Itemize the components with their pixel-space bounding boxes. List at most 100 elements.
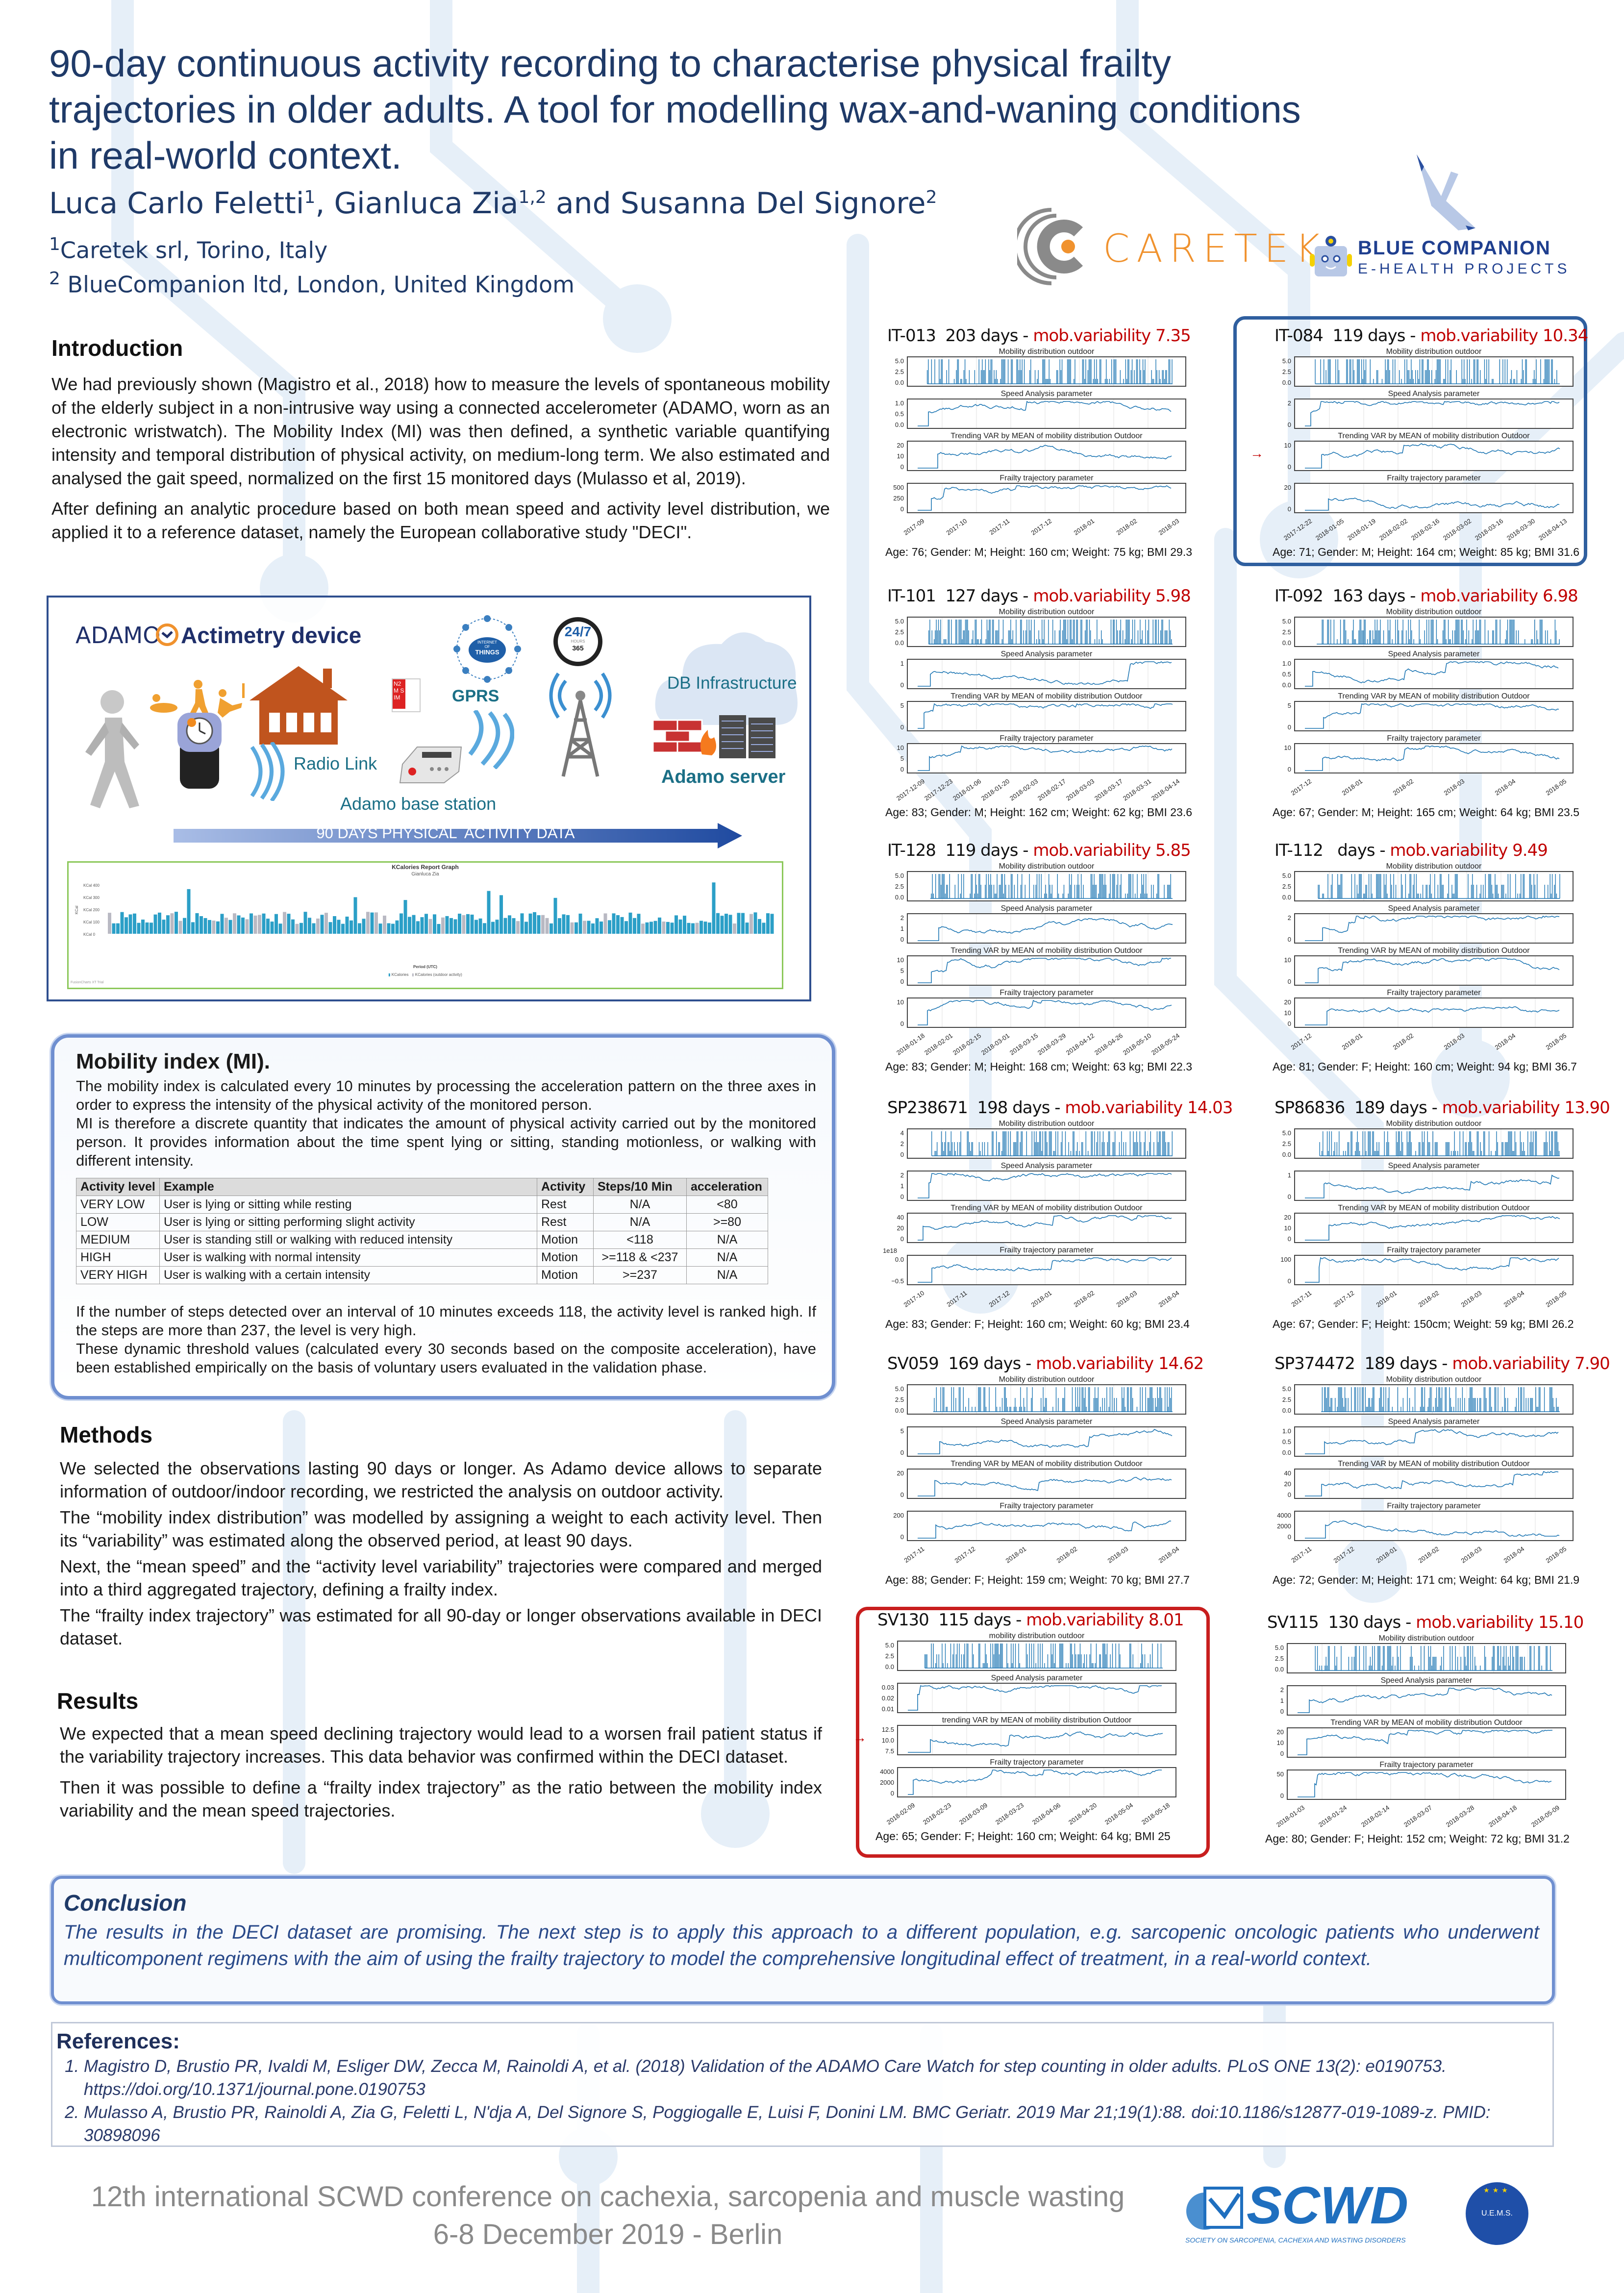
kcal-bar <box>741 913 745 934</box>
plot-area <box>1294 913 1574 944</box>
y-tick: 2 <box>1280 1686 1284 1694</box>
y-tick: 5.0 <box>895 1385 904 1393</box>
trajectory-plot <box>918 744 1173 773</box>
kcal-bar <box>303 912 307 934</box>
y-tick: 0 <box>1280 1750 1284 1757</box>
sim-card-icon: N2M SIM <box>392 678 421 712</box>
trajectory-line <box>1298 1688 1552 1713</box>
conclusion-box: Conclusion The results in the DECI datas… <box>51 1876 1555 2004</box>
subplot-title: Trending VAR by MEAN of mobility distrib… <box>1338 1460 1530 1468</box>
trajectory-line <box>908 1685 1162 1711</box>
x-tick: 2018-02 <box>1391 1032 1415 1051</box>
kcal-bar <box>170 913 174 934</box>
kcal-bar <box>120 912 124 934</box>
subplot: mobility distribution outdoor 0.0 2.5 5.0 <box>868 1632 1181 1673</box>
x-tick: 2018-03-03 <box>1065 777 1096 802</box>
kcal-bar <box>641 923 645 934</box>
trajectory-plot <box>924 1642 1163 1670</box>
iot-text: INTERNET <box>477 640 497 645</box>
y-tick: 0 <box>900 978 904 985</box>
observation-days: days <box>1332 841 1375 860</box>
table-cell: N/A <box>593 1196 687 1214</box>
subplot: Trending VAR by MEAN of mobility distrib… <box>1265 1204 1578 1245</box>
mob-variability: mob.variability 14.62 <box>1036 1354 1204 1373</box>
firewall-server-icon <box>653 715 775 758</box>
kcal-bar <box>462 915 466 934</box>
y-tick: 0 <box>1287 766 1291 773</box>
table-cell: VERY LOW <box>76 1196 160 1214</box>
x-tick: 2018-04 <box>1502 1545 1525 1565</box>
subplot: Frailty trajectory parameter 0 2000 4000 <box>868 1758 1181 1799</box>
y-tick: −0.5 <box>891 1277 904 1285</box>
y-tick: 0.5 <box>1282 1438 1291 1446</box>
subplot: Mobility distribution outdoor 0.0 2.5 5.0 <box>1257 1634 1571 1675</box>
trajectory-line <box>1305 1174 1560 1198</box>
trajectory-line <box>1305 661 1559 687</box>
trajectory-line <box>1305 400 1560 426</box>
adamo-logo-text: ADAMO <box>75 622 161 648</box>
trajectory-plot <box>1321 1385 1560 1414</box>
y-tick: 2 <box>1287 914 1291 922</box>
mob-variability: mob.variability 5.98 <box>1033 586 1191 606</box>
panel-title: IT-092 163 days - mob.variability 6.98 <box>1274 586 1578 606</box>
y-tick: 5.0 <box>1282 872 1291 879</box>
kcal-bar <box>770 914 774 934</box>
author-affiliation-sup: 1,2 <box>518 187 547 207</box>
separator <box>936 586 946 606</box>
x-tick: 2018-03-29 <box>1036 1032 1068 1057</box>
kcal-bar <box>758 919 761 934</box>
observation-days: 189 days <box>1354 1098 1427 1118</box>
mob-variability: mob.variability 6.98 <box>1420 586 1578 606</box>
paragraph: MI is therefore a discrete quantity that… <box>76 1115 816 1169</box>
kcal-bar <box>495 920 499 934</box>
kcal-bar <box>583 921 586 934</box>
subplot-title: Frailty trajectory parameter <box>999 474 1094 482</box>
y-tick: 0 <box>900 723 904 731</box>
x-tick: 2018-05-18 <box>1140 1801 1171 1826</box>
plot-area <box>907 441 1186 471</box>
patient-caption: Age: 67; Gender: M; Height: 165 cm; Weig… <box>1273 806 1580 819</box>
mobility-spikes <box>1318 874 1560 899</box>
y-tick: 2.5 <box>895 628 904 636</box>
y-tick: 10 <box>1276 1739 1284 1746</box>
subplot: Frailty trajectory parameter 0 5 10 <box>877 734 1191 775</box>
kcal-bar <box>725 914 728 934</box>
subplot: Speed Analysis parameter 0 2 <box>1265 904 1578 946</box>
kcal-bar <box>633 918 636 934</box>
patient-caption: Age: 80; Gender: F; Height: 152 cm; Weig… <box>1265 1832 1570 1845</box>
subplot: Mobility distribution outdoor 0.0 2.5 5.0 <box>877 862 1191 903</box>
separator <box>1323 586 1333 606</box>
x-tick: 2017-12-09 <box>895 777 926 802</box>
table-cell: User is lying or sitting while resting <box>159 1196 537 1214</box>
trajectory-plot <box>1305 1214 1560 1242</box>
mobility-index-box: Mobility index (MI). The mobility index … <box>51 1034 835 1399</box>
kcal-bar <box>387 923 391 934</box>
x-tick: 2018-05-04 <box>1103 1801 1135 1826</box>
kcal-bar <box>350 920 353 934</box>
separator: - <box>1405 586 1421 606</box>
x-tick: 2018-02-23 <box>921 1801 952 1826</box>
kcal-bar <box>403 900 407 934</box>
observation-days: 189 days <box>1364 1354 1438 1373</box>
kcal-bar <box>308 918 311 934</box>
kcal-bar <box>203 918 207 934</box>
y-tick: 500 <box>893 484 904 491</box>
kcal-bar <box>258 915 261 934</box>
x-tick: 2018-01-03 <box>1274 1804 1306 1829</box>
panel-title: SV115 130 days - mob.variability 15.10 <box>1267 1613 1584 1632</box>
plot-area <box>1294 356 1574 387</box>
y-tick: 0 <box>900 681 904 689</box>
separator <box>936 326 946 346</box>
y-tick: 1 <box>900 660 904 667</box>
subplot-title: Speed Analysis parameter <box>991 1674 1083 1682</box>
trajectory-plot <box>1315 1644 1552 1672</box>
subplot: Trending VAR by MEAN of mobility distrib… <box>877 692 1191 733</box>
y-tick: 5.0 <box>885 1642 894 1649</box>
x-tick: 2018-04-14 <box>1149 777 1181 802</box>
trajectory-line <box>918 1215 1172 1241</box>
title-line: 90-day continuous activity recording to … <box>49 42 1172 85</box>
patient-caption: Age: 83; Gender: M; Height: 162 cm; Weig… <box>885 806 1193 819</box>
kcal-bar <box>333 916 336 934</box>
subplot: Speed Analysis parameter 0 1 2 <box>877 1162 1191 1203</box>
table-cell: <80 <box>686 1196 768 1214</box>
